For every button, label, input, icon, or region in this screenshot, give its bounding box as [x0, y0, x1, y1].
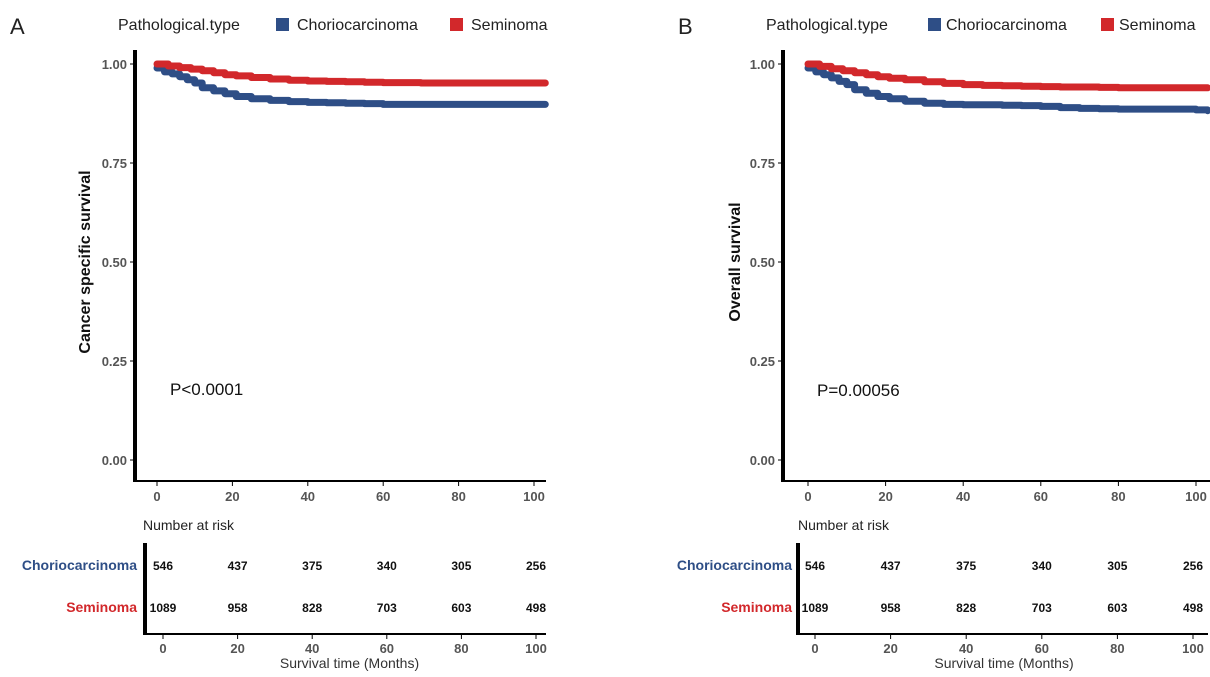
legend-title: Pathological.type	[118, 17, 240, 34]
risk-count: 546	[805, 559, 825, 573]
survival-curve-seminoma	[153, 60, 549, 87]
risk-count: 603	[1107, 601, 1127, 615]
risk-count: 375	[956, 559, 976, 573]
risk-x-tick-label: 0	[159, 641, 166, 656]
x-tick-label: 80	[451, 489, 465, 504]
y-tick-label: 1.00	[750, 57, 775, 72]
risk-x-tick-label: 80	[454, 641, 468, 656]
risk-count: 1089	[150, 601, 177, 615]
risk-x-tick-label: 20	[883, 641, 897, 656]
risk-count: 703	[377, 601, 397, 615]
risk-count: 958	[228, 601, 248, 615]
risk-x-tick-label: 40	[305, 641, 319, 656]
x-tick-label: 0	[153, 489, 160, 504]
y-tick-label: 0.75	[102, 156, 127, 171]
p-value-annotation: P=0.00056	[817, 381, 900, 400]
legend-label-choriocarcinoma: Choriocarcinoma	[297, 17, 418, 34]
y-axis-label: Overall survival	[727, 202, 744, 321]
x-axis-label: Survival time (Months)	[934, 655, 1073, 671]
x-tick-label: 20	[878, 489, 892, 504]
y-tick-label: 0.75	[750, 156, 775, 171]
risk-group-label-seminoma: Seminoma	[66, 599, 137, 615]
y-axis-label: Cancer specific survival	[77, 170, 94, 353]
risk-count: 828	[956, 601, 976, 615]
risk-count: 958	[881, 601, 901, 615]
x-tick-label: 20	[225, 489, 239, 504]
legend-title: Pathological.type	[766, 17, 888, 34]
y-tick-label: 1.00	[102, 57, 127, 72]
legend-swatch-seminoma	[1101, 18, 1114, 31]
risk-table-title: Number at risk	[143, 517, 235, 533]
legend-label-seminoma: Seminoma	[1119, 17, 1196, 34]
risk-count: 498	[1183, 601, 1203, 615]
risk-count: 437	[228, 559, 248, 573]
risk-count: 305	[451, 559, 471, 573]
y-tick-label: 0.25	[102, 354, 127, 369]
x-axis-label: Survival time (Months)	[280, 655, 419, 671]
risk-x-tick-label: 100	[525, 641, 547, 656]
risk-x-tick-label: 60	[1035, 641, 1049, 656]
risk-count: 828	[302, 601, 322, 615]
risk-count: 498	[526, 601, 546, 615]
x-tick-label: 100	[523, 489, 545, 504]
x-tick-label: 60	[376, 489, 390, 504]
y-tick-label: 0.50	[102, 255, 127, 270]
risk-count: 375	[302, 559, 322, 573]
risk-count: 546	[153, 559, 173, 573]
risk-group-label-seminoma: Seminoma	[721, 599, 792, 615]
x-tick-label: 60	[1034, 489, 1048, 504]
p-value-annotation: P<0.0001	[170, 380, 243, 399]
y-tick-label: 0.00	[750, 453, 775, 468]
x-tick-label: 0	[804, 489, 811, 504]
risk-table-title: Number at risk	[798, 517, 890, 533]
survival-curve-choriocarcinoma	[804, 64, 1210, 115]
risk-count: 437	[881, 559, 901, 573]
risk-group-label-choriocarcinoma: Choriocarcinoma	[22, 557, 137, 573]
risk-count: 340	[377, 559, 397, 573]
risk-x-tick-label: 60	[380, 641, 394, 656]
risk-count: 305	[1107, 559, 1127, 573]
y-tick-label: 0.25	[750, 354, 775, 369]
risk-count: 256	[1183, 559, 1203, 573]
risk-x-tick-label: 80	[1110, 641, 1124, 656]
y-tick-label: 0.50	[750, 255, 775, 270]
risk-count: 603	[451, 601, 471, 615]
x-tick-label: 100	[1185, 489, 1207, 504]
risk-x-tick-label: 100	[1182, 641, 1204, 656]
x-tick-label: 80	[1111, 489, 1125, 504]
risk-group-label-choriocarcinoma: Choriocarcinoma	[677, 557, 792, 573]
risk-x-tick-label: 40	[959, 641, 973, 656]
legend-swatch-choriocarcinoma	[276, 18, 289, 31]
legend-label-choriocarcinoma: Choriocarcinoma	[946, 17, 1067, 34]
legend-label-seminoma: Seminoma	[471, 17, 548, 34]
legend-swatch-choriocarcinoma	[928, 18, 941, 31]
x-tick-label: 40	[301, 489, 315, 504]
risk-count: 340	[1032, 559, 1052, 573]
legend-swatch-seminoma	[450, 18, 463, 31]
panel-letter: B	[678, 14, 693, 39]
panel-letter: A	[10, 14, 25, 39]
y-tick-label: 0.00	[102, 453, 127, 468]
risk-x-tick-label: 20	[230, 641, 244, 656]
survival-curve-choriocarcinoma	[153, 64, 549, 108]
risk-count: 256	[526, 559, 546, 573]
risk-count: 1089	[802, 601, 829, 615]
x-tick-label: 40	[956, 489, 970, 504]
risk-x-tick-label: 0	[811, 641, 818, 656]
risk-count: 703	[1032, 601, 1052, 615]
survival-curve-seminoma	[804, 60, 1210, 92]
